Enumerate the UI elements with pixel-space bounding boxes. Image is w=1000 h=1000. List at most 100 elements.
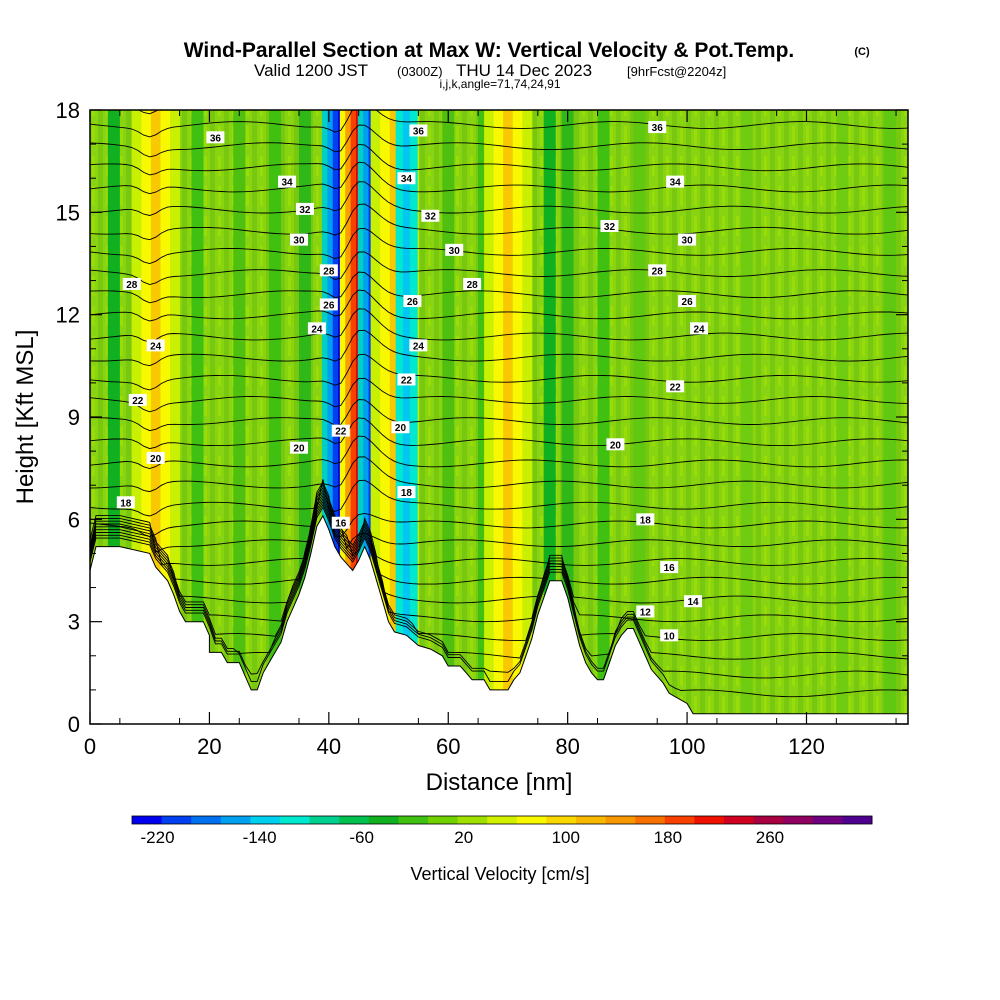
plot-area: 36 36 36 34 34 34 32 32 32 30 30 30 28 28 28 28 26 26 26 24…	[90, 110, 908, 724]
green-stripe	[633, 110, 646, 724]
contour-label-text: 34	[401, 174, 413, 185]
y-tick-label: 15	[56, 200, 80, 225]
x-tick-label: 120	[788, 734, 825, 759]
velocity-band-downdraft_band	[395, 110, 404, 724]
contour-label-box	[678, 233, 697, 246]
x-axis-label: Distance [nm]	[426, 769, 573, 796]
contour-label: 28	[463, 277, 482, 291]
theta-contour	[90, 289, 908, 322]
contour-label-box	[122, 277, 141, 290]
colorbar-swatch	[161, 816, 192, 824]
contour-label-text: 28	[126, 280, 138, 291]
contour-label-box	[606, 438, 625, 451]
contour-label: 22	[331, 424, 350, 438]
contour-label: 36	[206, 131, 225, 144]
velocity-band-updraft_band	[150, 110, 161, 724]
y-tick-label: 0	[68, 712, 80, 737]
subtitle-utc: (0300Z)	[397, 64, 443, 79]
subtitle-date: THU 14 Dec 2023	[456, 61, 592, 80]
x-tick-label: 20	[197, 734, 221, 759]
contour-label: 20	[146, 451, 165, 465]
contour-label: 30	[678, 233, 697, 247]
contour-label-text: 32	[604, 222, 616, 233]
contour-label-text: 34	[670, 178, 682, 189]
y-axis-label: Height [Kft MSL]	[12, 330, 39, 505]
theta-contour	[90, 377, 908, 413]
contour-label-box	[600, 219, 619, 232]
velocity-band-updraft_band	[131, 110, 142, 724]
contour-label-text: 16	[664, 563, 676, 574]
theta-contour	[90, 124, 908, 158]
contour-label-box	[331, 424, 350, 437]
contour-label-box	[403, 295, 422, 308]
theta-contour	[90, 435, 908, 469]
contour-label: 26	[678, 295, 697, 308]
colorbar-swatch	[487, 816, 518, 824]
colorbar-swatch	[309, 816, 340, 824]
velocity-band-updraft_band	[141, 110, 152, 724]
theta-contour	[90, 251, 908, 285]
contour-label: 24	[690, 322, 709, 335]
contour-label: 24	[307, 322, 326, 335]
theta-contour	[90, 308, 908, 343]
x-tick-label: 0	[84, 734, 96, 759]
theta-contour	[90, 329, 908, 367]
contour-label: 32	[421, 209, 440, 223]
colorbar-swatch	[280, 816, 311, 824]
colorbar-swatch	[635, 816, 666, 824]
colorbar-swatch	[339, 816, 370, 824]
contour-label-box	[678, 295, 697, 308]
contour-label-text: 22	[401, 375, 413, 386]
velocity-band-updraft_core	[339, 110, 346, 724]
contour-label: 36	[409, 124, 428, 137]
green-stripe	[836, 110, 849, 724]
contour-label-box	[128, 393, 147, 406]
y-tick-label: 3	[68, 610, 80, 635]
velocity-band-downdraft_core	[357, 110, 364, 724]
contour-label-text: 20	[293, 444, 305, 455]
colorbar-swatch	[576, 816, 607, 824]
theta-contour	[90, 500, 908, 660]
theta-contour	[90, 503, 908, 679]
colorbar-swatch	[516, 816, 547, 824]
colorbar-tick-label: -220	[141, 828, 175, 847]
colorbar-swatch	[191, 816, 222, 824]
colorbar-frame	[131, 815, 873, 825]
contour-label-box	[331, 516, 350, 529]
theta-contour	[90, 486, 908, 566]
colorbar-swatch	[842, 816, 873, 824]
contour-label-text: 26	[682, 297, 694, 308]
contour-label-box	[666, 380, 685, 393]
colorbar-swatch	[368, 816, 399, 824]
contour-label-text: 20	[610, 440, 622, 451]
contour-label-box	[409, 124, 428, 137]
theta-contour	[90, 110, 908, 138]
contour-label-text: 18	[640, 515, 652, 526]
theta-contour	[90, 203, 908, 241]
contour-label-text: 28	[323, 266, 335, 277]
contour-label-box	[648, 264, 667, 277]
contour-label: 28	[122, 277, 141, 291]
x-tick-label: 100	[669, 734, 706, 759]
theta-contour	[90, 456, 908, 493]
contour-label-text: 18	[401, 488, 413, 499]
contour-label: 28	[648, 264, 667, 277]
green-stripe	[191, 110, 204, 724]
theta-contour	[90, 161, 908, 195]
colorbar-tick-label: -140	[243, 828, 277, 847]
theta-contour	[90, 489, 908, 585]
contour-label: 30	[445, 243, 464, 257]
contour-label-text: 36	[210, 133, 222, 144]
contour-label-text: 30	[293, 236, 305, 247]
contour-label-text: 14	[687, 597, 699, 608]
contour-label-box	[289, 233, 308, 246]
contour-label-text: 26	[407, 297, 419, 308]
contour-label-box	[397, 172, 416, 185]
velocity-band-downdraft_core	[332, 110, 339, 724]
colorbar-swatch	[250, 816, 281, 824]
contour-label-box	[319, 264, 338, 277]
contour-label-text: 34	[281, 178, 293, 189]
y-tick-label: 12	[56, 303, 80, 328]
